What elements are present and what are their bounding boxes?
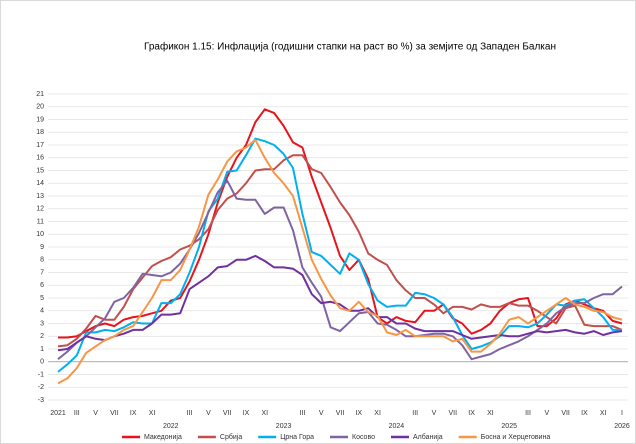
x-tick-label: V (319, 410, 324, 417)
x-tick-label: III (187, 410, 193, 417)
x-tick-label: 2021 (50, 410, 66, 417)
legend-label: Србија (220, 433, 242, 441)
series-line (57, 254, 623, 352)
y-tick-label: 8 (40, 257, 44, 264)
x-tick-label: VII (110, 410, 119, 417)
x-tick-label: III (74, 410, 80, 417)
x-tick-label: IX (130, 410, 137, 417)
x-year-label: 2024 (389, 423, 405, 430)
y-tick-label: 15 (36, 167, 44, 174)
x-tick-label: IX (243, 410, 250, 417)
y-tick-label: 4 (40, 308, 44, 315)
legend-label: Босна и Херцеговина (481, 434, 551, 441)
x-tick-label: I (621, 410, 623, 417)
y-tick-label: 14 (36, 180, 44, 187)
y-tick-label: 18 (36, 129, 44, 136)
legend-label: Албанија (413, 433, 443, 441)
series-line (57, 138, 623, 385)
y-tick-label: 13 (36, 193, 44, 200)
y-tick-label: 3 (40, 320, 44, 327)
y-tick-label: 1 (40, 346, 44, 353)
x-year-label: 2022 (163, 423, 179, 430)
series-line (58, 108, 623, 339)
x-tick-label: VII (449, 410, 458, 417)
y-tick-label: 11 (37, 218, 44, 225)
y-tick-label: 5 (40, 295, 44, 302)
x-tick-label: XI (600, 410, 607, 417)
x-year-label: 2023 (276, 423, 292, 430)
y-tick-label: -2 (38, 384, 44, 391)
legend-label: Косово (352, 434, 375, 441)
y-tick-label: 10 (36, 231, 44, 238)
x-tick-label: VII (561, 410, 570, 417)
x-tick-label: XI (487, 410, 494, 417)
x-tick-label: V (206, 410, 211, 417)
y-tick-label: 0 (40, 359, 44, 366)
y-tick-label: 21 (36, 91, 44, 98)
y-tick-label: 12 (36, 206, 44, 213)
legend-label: Црна Гора (280, 434, 314, 441)
x-year-label: 2026 (614, 423, 630, 430)
x-tick-label: IX (468, 410, 475, 417)
x-tick-label: XI (149, 410, 156, 417)
x-tick-label: V (544, 410, 549, 417)
series-line (57, 179, 623, 361)
series-line (57, 154, 623, 348)
x-year-label: 2025 (501, 423, 517, 430)
x-tick-label: III (525, 410, 531, 417)
x-tick-label: XI (374, 410, 381, 417)
y-tick-label: 7 (40, 269, 44, 276)
x-tick-label: IX (355, 410, 362, 417)
chart-title: Графикон 1.15: Инфлација (годишни стапки… (144, 41, 556, 53)
x-tick-label: IX (581, 410, 588, 417)
x-tick-label: V (432, 410, 437, 417)
legend-label: Македонија (144, 434, 182, 441)
x-tick-label: VII (223, 410, 232, 417)
y-tick-label: -1 (38, 371, 44, 378)
y-tick-label: 19 (36, 116, 44, 123)
y-tick-label: 2 (40, 333, 44, 340)
y-tick-label: -3 (38, 397, 44, 404)
x-tick-label: V (93, 410, 98, 417)
x-tick-label: III (299, 410, 305, 417)
y-tick-label: 20 (36, 104, 44, 111)
x-tick-label: XI (261, 410, 268, 417)
y-tick-label: 17 (36, 142, 44, 149)
y-tick-label: 6 (40, 282, 44, 289)
y-tick-label: 16 (36, 155, 44, 162)
y-tick-label: 9 (40, 244, 44, 251)
x-tick-label: III (412, 410, 418, 417)
x-tick-label: VII (336, 410, 345, 417)
